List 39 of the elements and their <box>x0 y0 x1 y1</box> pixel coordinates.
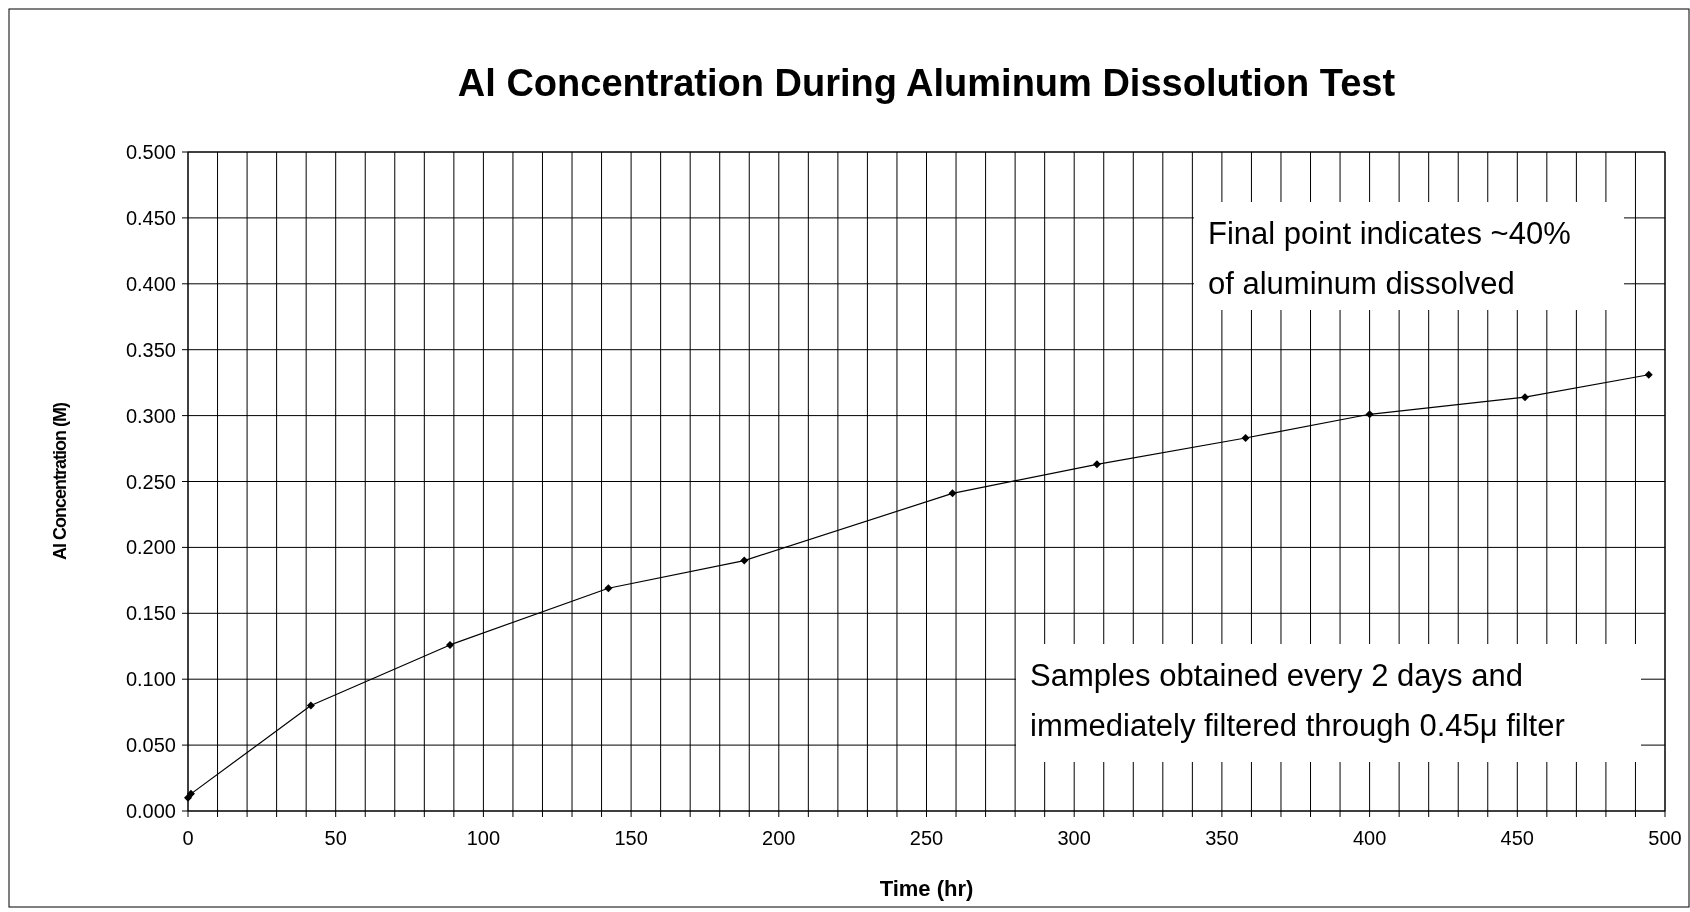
point <box>1092 460 1101 469</box>
y-tick-label: 0.200 <box>125 536 176 559</box>
x-tick-label: 200 <box>762 827 796 849</box>
annotation: Samples obtained every 2 days and immediately filtered through 0.45μ filter <box>1030 658 1565 743</box>
point <box>604 584 613 593</box>
x-tick-label: 150 <box>614 827 648 849</box>
y-tick-label: 0.150 <box>125 602 176 625</box>
point <box>186 789 195 798</box>
x-tick-label: 450 <box>1500 827 1534 849</box>
y-tick-label: 0.350 <box>125 338 176 361</box>
point <box>184 793 192 802</box>
y-tick-label: 0.450 <box>125 206 176 229</box>
point <box>1644 370 1653 379</box>
x-tick-label: 0 <box>182 827 194 849</box>
y-tick-label: 0.050 <box>125 734 176 757</box>
x-tick-label: 50 <box>324 827 347 849</box>
x-tick-label: 300 <box>1057 827 1091 849</box>
y-tick-label: 0.250 <box>125 470 176 493</box>
y-tick-label: 0.500 <box>125 141 176 163</box>
y-tick-label: 0.400 <box>125 272 176 295</box>
x-tick-label: 100 <box>466 827 501 849</box>
point <box>1520 393 1529 402</box>
x-axis-title: Time (hr) <box>879 876 974 901</box>
x-tick-label: 250 <box>909 827 944 849</box>
y-tick-label: 0.300 <box>125 404 176 427</box>
point <box>1241 434 1250 443</box>
x-tick-label: 500 <box>1648 827 1682 849</box>
x-tick-label: 350 <box>1205 827 1239 849</box>
annotation: Final point indicates ~40% of aluminum dissolved <box>1208 216 1571 301</box>
y-tick-label: 0.000 <box>125 800 176 822</box>
y-axis-title: Al Concentration (M) <box>50 402 70 560</box>
point <box>306 701 315 710</box>
point <box>446 640 455 649</box>
point <box>740 556 749 565</box>
point <box>1365 410 1374 419</box>
point <box>948 489 957 498</box>
x-tick-label: 400 <box>1352 827 1387 849</box>
y-tick-label: 0.100 <box>125 668 176 691</box>
chart-title: Al Concentration During Aluminum Dissolution Test <box>457 62 1396 104</box>
